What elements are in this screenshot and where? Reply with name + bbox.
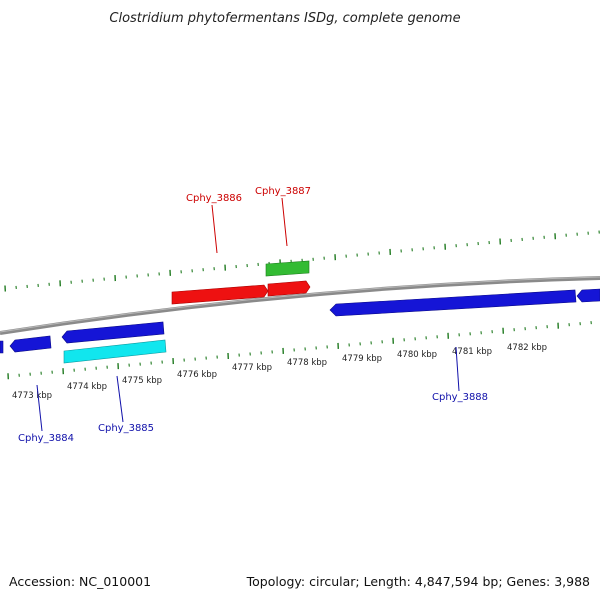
gene-rna-green[interactable]: [265, 260, 310, 277]
scale-label: 4774 kbp: [67, 382, 107, 392]
scale-label: 4778 kbp: [287, 358, 327, 368]
accession-text: Accession: NC_010001: [9, 574, 151, 589]
gene-label-cphy-3887[interactable]: Cphy_3887: [255, 186, 311, 197]
leader-cphy-3885: [116, 375, 124, 423]
scale-label: 4773 kbp: [12, 391, 52, 401]
gene-cphy-3884[interactable]: [9, 335, 52, 353]
scale-label: 4779 kbp: [342, 354, 382, 364]
gene-reverse-2[interactable]: [61, 321, 165, 344]
gene-cphy-3886[interactable]: [171, 284, 269, 305]
scale-label: 4781 kbp: [452, 347, 492, 357]
gene-label-cphy-3886[interactable]: Cphy_3886: [186, 193, 242, 204]
gene-label-cphy-3888[interactable]: Cphy_3888: [432, 392, 488, 403]
gene-label-cphy-3884[interactable]: Cphy_3884: [18, 433, 74, 444]
gene-cphy-3885[interactable]: [63, 339, 167, 364]
gene-cphy-3887[interactable]: [267, 280, 311, 297]
leader-cphy-3886: [211, 204, 218, 254]
scale-label: 4775 kbp: [122, 376, 162, 386]
scale-label: 4782 kbp: [507, 343, 547, 353]
genome-backbone: [0, 276, 600, 335]
gene-right-edge[interactable]: [576, 288, 600, 303]
genome-backbone-highlight: [0, 276, 600, 333]
scale-label: 4776 kbp: [177, 370, 217, 380]
leader-cphy-3887: [281, 197, 288, 247]
gene-left-edge[interactable]: [0, 340, 4, 354]
gene-cphy-3888[interactable]: [329, 289, 577, 317]
inner-tick-ring: [7, 321, 592, 380]
leader-cphy-3888: [455, 346, 460, 392]
leader-cphy-3884: [36, 384, 43, 432]
gene-label-cphy-3885[interactable]: Cphy_3885: [98, 423, 154, 434]
scale-label: 4777 kbp: [232, 363, 272, 373]
map-title: Clostridium phytofermentans ISDg, comple…: [109, 11, 460, 26]
scale-label: 4780 kbp: [397, 350, 437, 360]
outer-tick-ring: [4, 230, 600, 292]
genome-summary-text: Topology: circular; Length: 4,847,594 bp…: [246, 574, 590, 589]
